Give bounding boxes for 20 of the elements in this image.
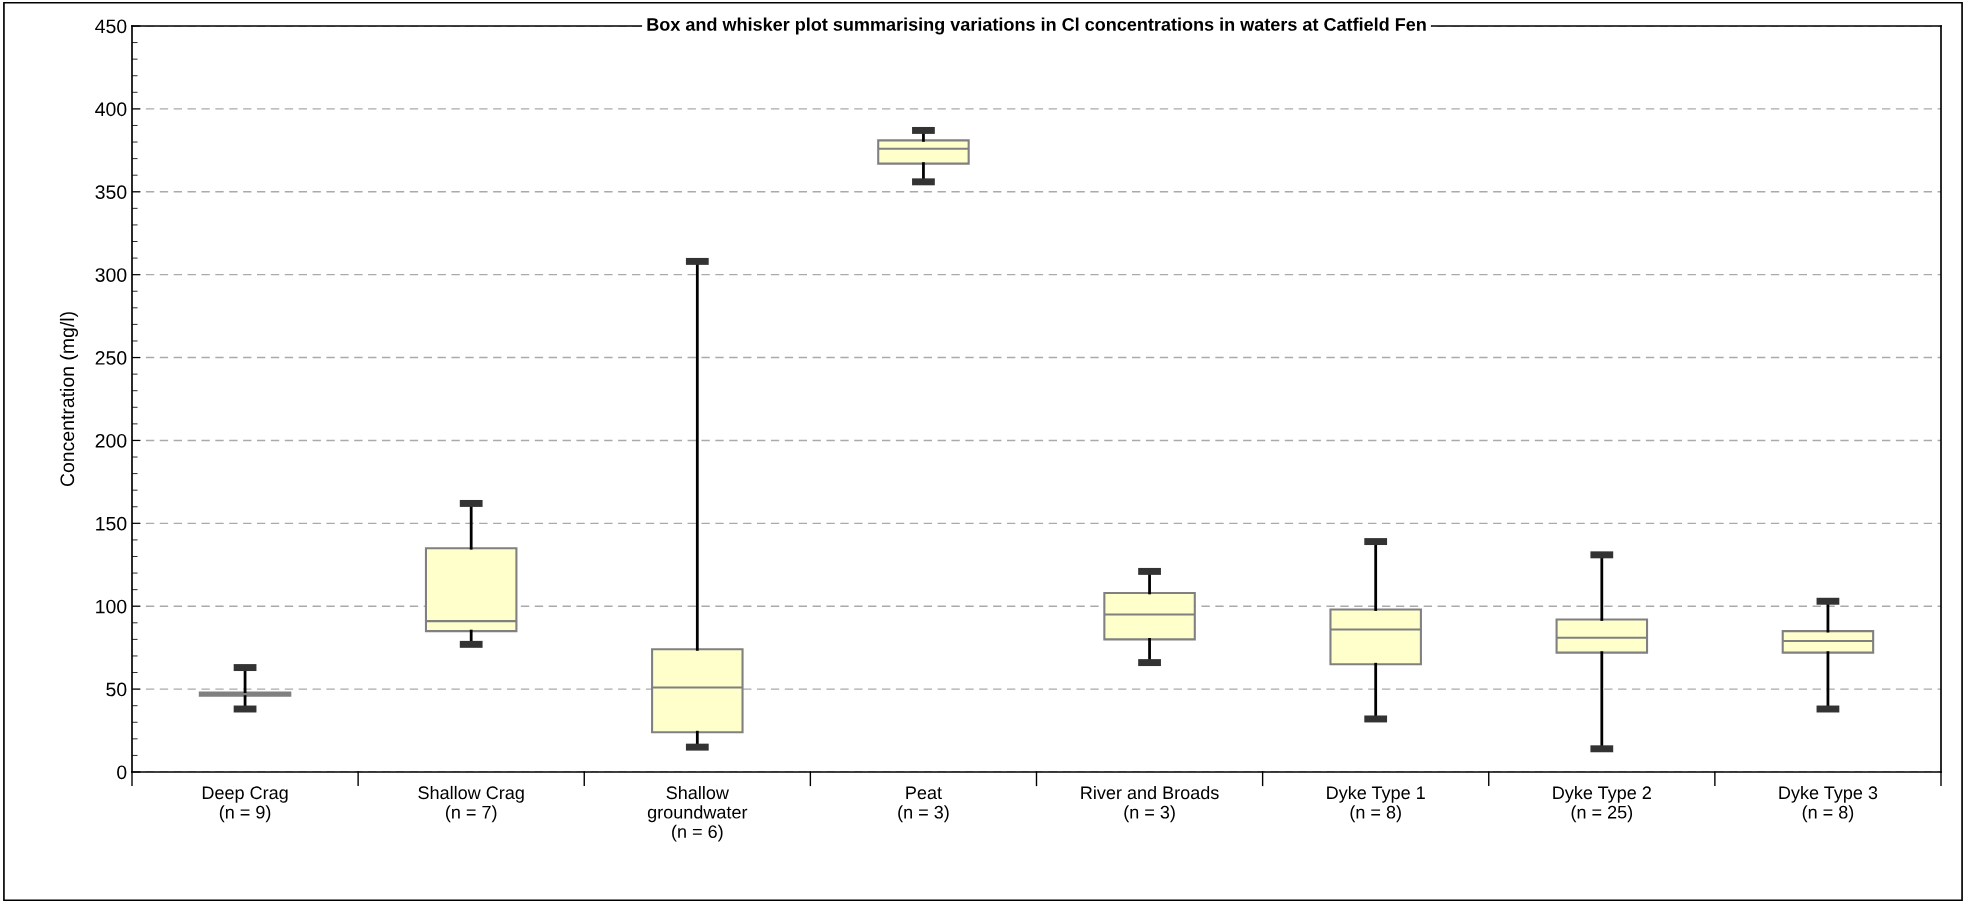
y-tick-label: 100 [96,599,127,614]
y-tick-label: 300 [95,268,127,282]
y-tick-label: 400 [95,102,127,117]
x-tick-label: River and Broads (n = 3) [1081,785,1219,823]
x-tick-label: Dyke Type 2 (n = 25) [1553,785,1651,823]
chart-title: Box and whisker plot summarising variations in Cl concentrations in waters at Catfield Fen [647,17,1426,35]
y-tick-label: 150 [96,516,127,531]
y-tick-label: 350 [95,185,127,200]
y-tick-label: 250 [95,351,127,365]
y-tick-label: 450 [95,19,127,34]
x-tick-label: Dyke Type 1 (n = 8) [1327,785,1425,823]
x-tick-label: Peat (n = 3) [898,786,949,823]
y-axis-title: Concentration (mg/l) [59,312,79,487]
y-tick-label: 0 [117,765,127,780]
y-tick-label: 50 [106,682,127,697]
x-tick-label: Shallow groundwater (n = 6) [647,785,748,842]
x-tick-label: Deep Crag (n = 9) [202,786,288,823]
x-tick-label: Dyke Type 3 (n = 8) [1779,785,1878,823]
y-tick-label: 200 [95,433,127,448]
x-tick-label: Shallow Crag (n = 7) [418,785,524,823]
